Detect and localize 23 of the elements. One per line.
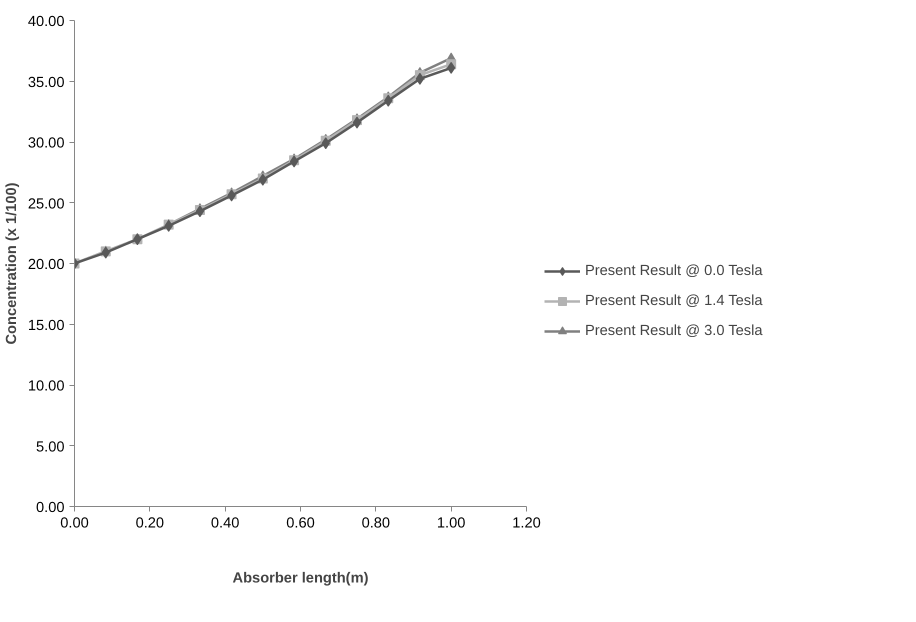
y-tick-label: 20.00	[28, 257, 65, 273]
x-tick-label: 0.80	[362, 516, 390, 532]
y-tick-label: 30.00	[28, 136, 65, 152]
y-tick-label: 40.00	[28, 14, 65, 30]
x-tick-label: 0.60	[286, 516, 315, 532]
y-tick-label: 5.00	[36, 439, 65, 456]
y-tick-label: 15.00	[28, 318, 65, 334]
x-tick-label: 1.20	[512, 516, 541, 532]
legend-label: Present Result @ 0.0 Tesla	[585, 263, 763, 279]
x-tick-label: 1.00	[436, 516, 466, 532]
y-tick-label: 0.00	[36, 500, 65, 516]
y-tick-label: 35.00	[28, 74, 65, 91]
x-axis-title: Absorber length(m)	[232, 570, 369, 586]
x-tick-label: 0.00	[60, 516, 89, 532]
legend-label: Present Result @ 1.4 Tesla	[585, 293, 763, 309]
x-tick-label: 0.20	[136, 516, 164, 532]
y-axis-title: Concentration (x 1/100)	[4, 182, 20, 345]
y-tick-label: 25.00	[28, 196, 65, 212]
point	[352, 116, 362, 129]
point	[416, 72, 424, 85]
y-tick-label: 10.00	[28, 378, 65, 394]
legend-label: Present Result @ 3.0 Tesla	[585, 323, 763, 339]
x-tick-label: 0.40	[210, 516, 240, 532]
